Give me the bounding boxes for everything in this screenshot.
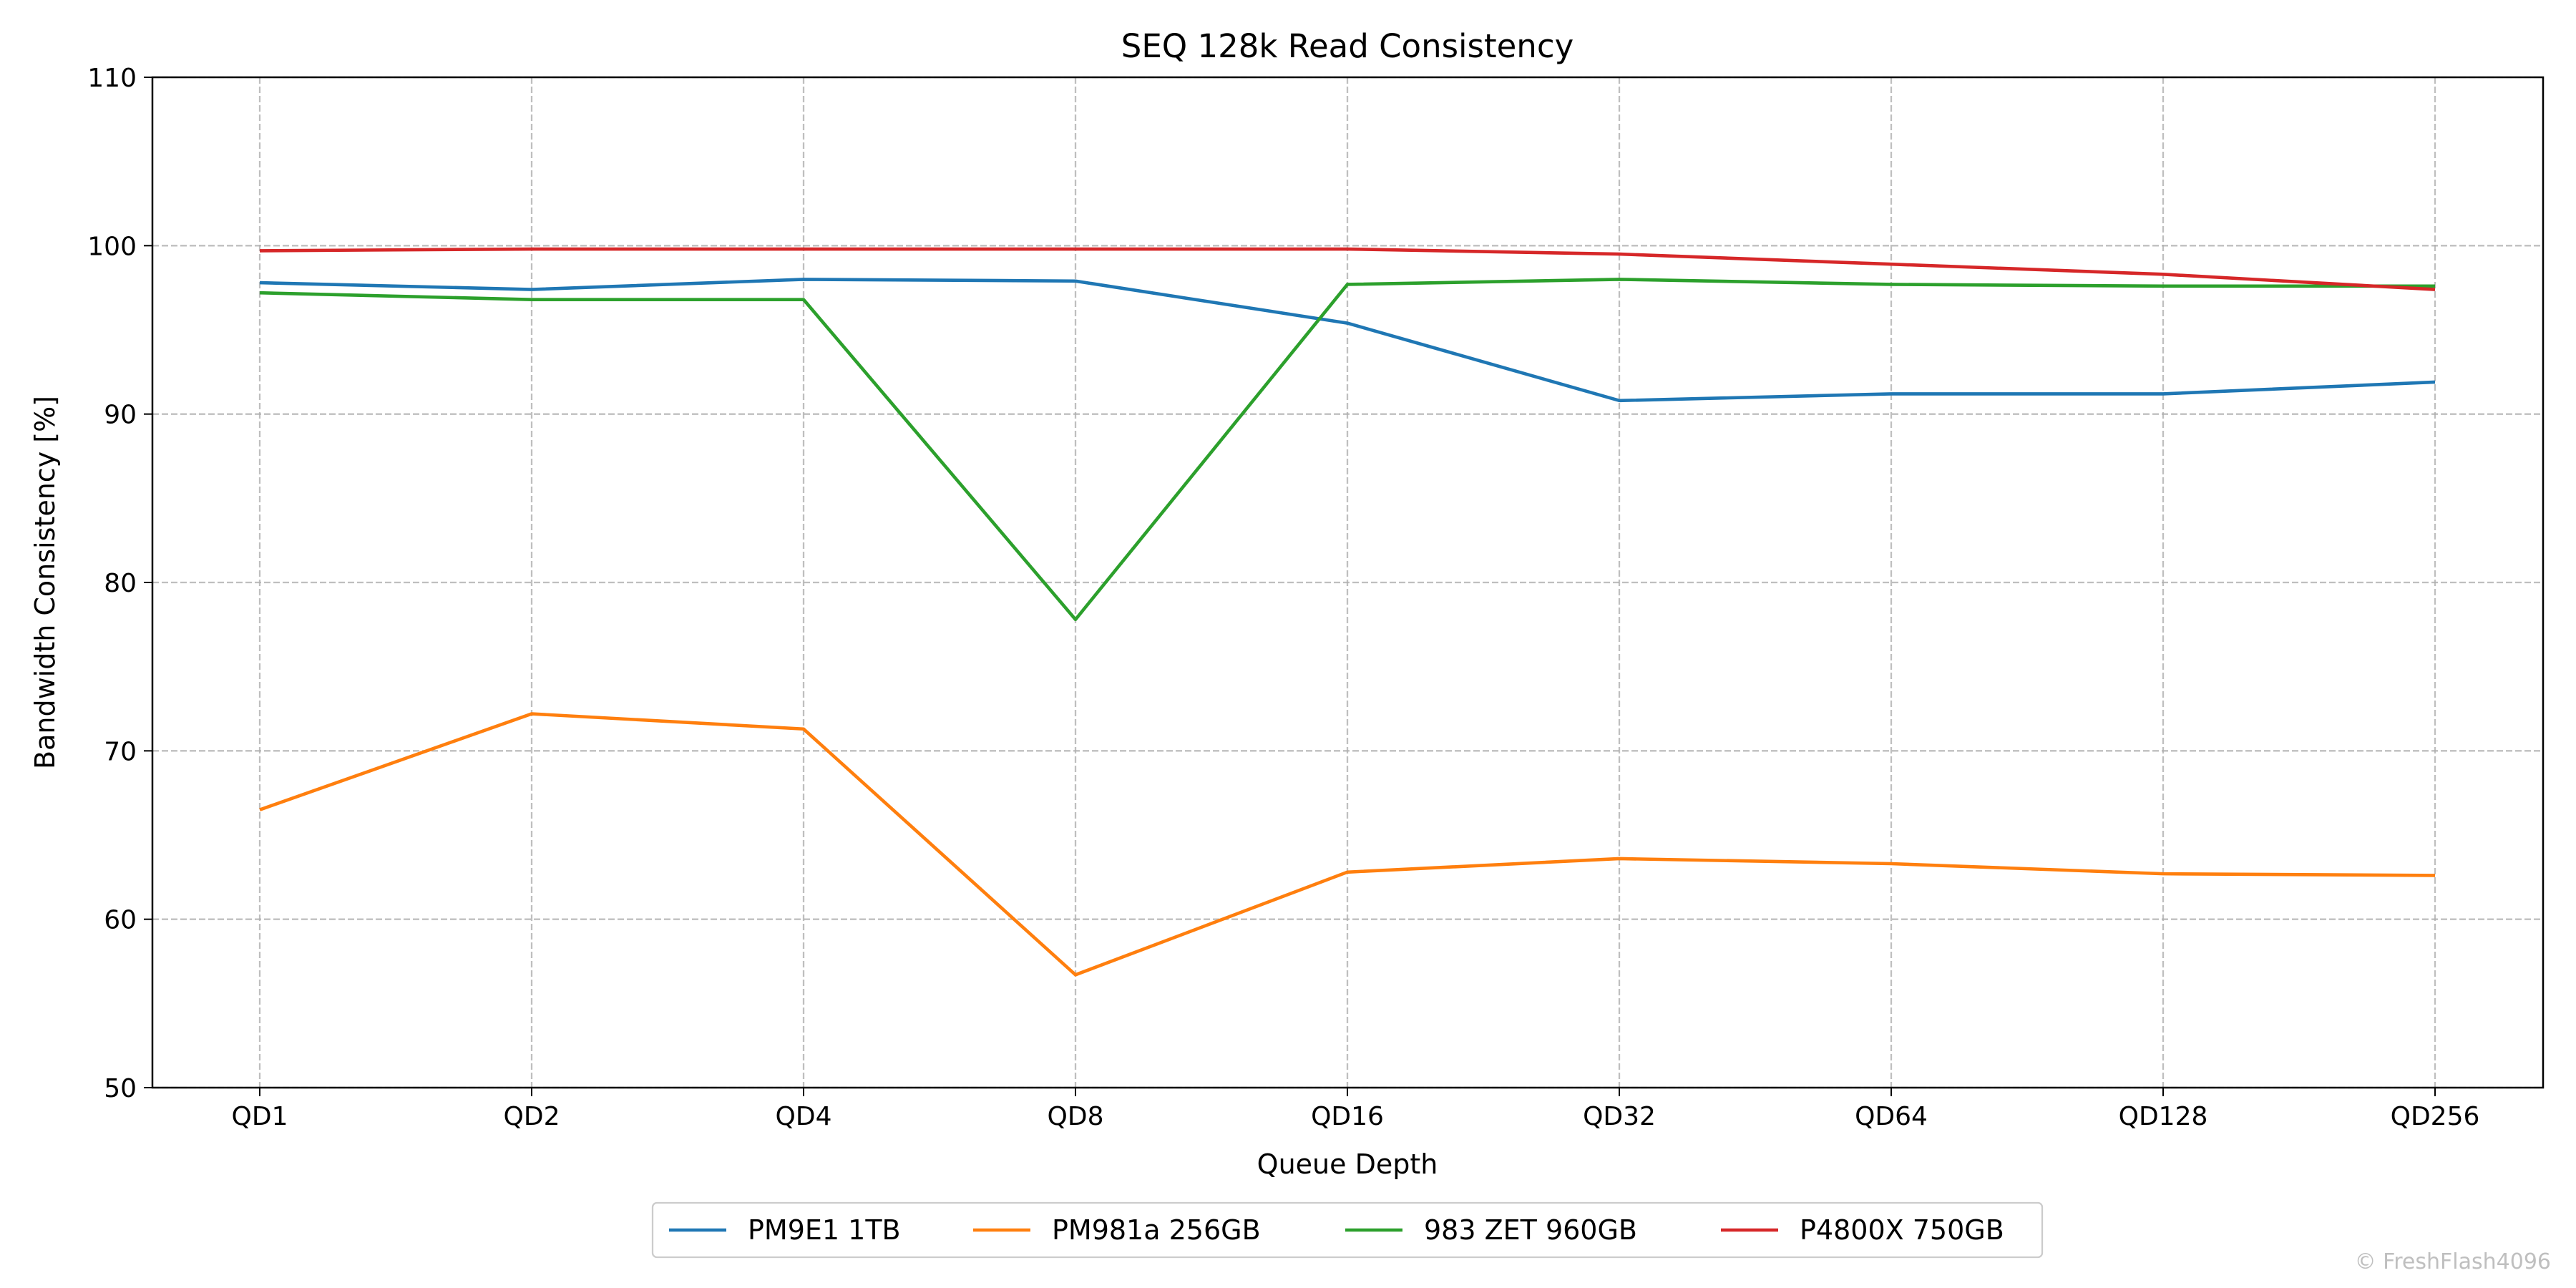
y-tick-label: 70: [104, 737, 137, 766]
grid-lines: [152, 76, 2543, 1089]
x-tick-label: QD4: [776, 1102, 832, 1131]
y-axis-label: Bandwidth Consistency [%]: [29, 396, 61, 769]
y-tick-label: 60: [104, 906, 137, 935]
x-tick-label: QD8: [1048, 1102, 1104, 1131]
x-tick-label: QD128: [2119, 1102, 2208, 1131]
y-tick-label: 80: [104, 569, 137, 598]
y-tick-label: 110: [87, 64, 137, 93]
x-tick-label: QD32: [1583, 1102, 1656, 1131]
x-tick-label: QD1: [232, 1102, 288, 1131]
y-tick-label: 100: [87, 232, 137, 261]
y-tick-label: 90: [104, 401, 137, 430]
x-tick-label: QD16: [1311, 1102, 1384, 1131]
legend: PM9E1 1TB PM981a 256GB 983 ZET 960GB P4800X…: [651, 1201, 2044, 1259]
y-axis-ticks: 50 60 70 80 90 100 110: [87, 64, 152, 1103]
legend-label: PM9E1 1TB: [748, 1214, 901, 1246]
x-tick-label: QD64: [1855, 1102, 1928, 1131]
x-axis-ticks: QD1 QD2 QD4 QD8 QD16 QD32 QD64 QD128 QD256: [232, 1088, 2480, 1131]
chart-title: SEQ 128k Read Consistency: [1121, 27, 1574, 65]
legend-label: P4800X 750GB: [1800, 1214, 2004, 1246]
legend-label: 983 ZET 960GB: [1424, 1214, 1637, 1246]
x-tick-label: QD256: [2391, 1102, 2480, 1131]
legend-label: PM981a 256GB: [1052, 1214, 1261, 1246]
x-tick-label: QD2: [504, 1102, 560, 1131]
y-tick-label: 50: [104, 1074, 137, 1103]
series-lines: [259, 247, 2436, 977]
watermark: © FreshFlash4096: [2355, 1249, 2551, 1274]
x-axis-label: Queue Depth: [1257, 1148, 1438, 1180]
